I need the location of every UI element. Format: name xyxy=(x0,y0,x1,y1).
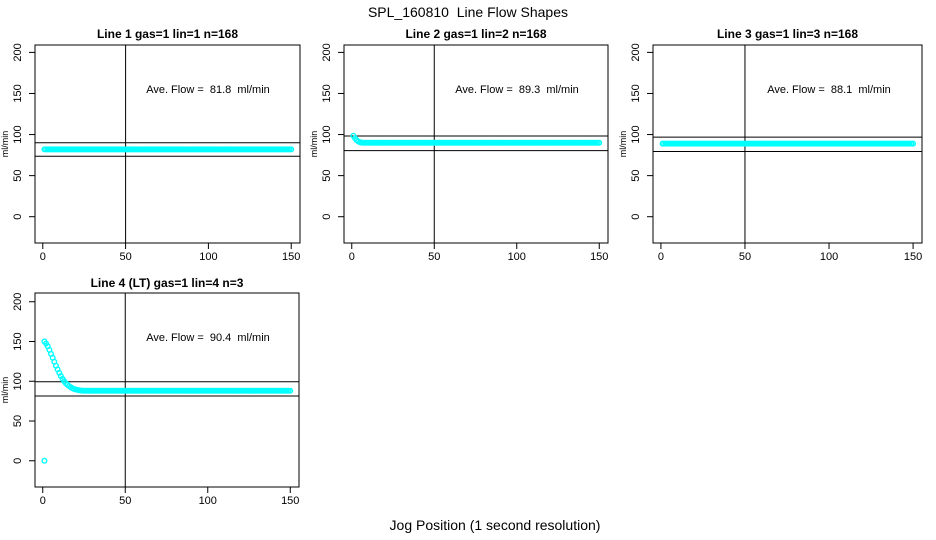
x-tick-label: 150 xyxy=(904,251,922,263)
x-axis-label: Jog Position (1 second resolution) xyxy=(389,517,601,533)
y-tick-label: 50 xyxy=(12,415,24,427)
panel-1-annotation: Ave. Flow = 81.8 ml/min xyxy=(146,84,270,96)
y-tick-label: 100 xyxy=(630,125,642,143)
x-tick-label: 0 xyxy=(658,251,664,263)
y-tick-label: 50 xyxy=(12,170,24,182)
y-tick-label: 150 xyxy=(12,84,24,102)
panel-3-annotation: Ave. Flow = 88.1 ml/min xyxy=(767,84,891,96)
y-tick-label: 200 xyxy=(12,43,24,61)
y-axis-label: ml/min xyxy=(0,377,10,404)
y-tick-label: 200 xyxy=(321,43,333,61)
panel-2-annotation: Ave. Flow = 89.3 ml/min xyxy=(455,84,579,96)
x-tick-label: 50 xyxy=(119,251,131,263)
x-tick-label: 0 xyxy=(40,251,46,263)
panel-3-plot: 0 50 100 150 0 50 100 150 200 ml/min xyxy=(618,43,923,263)
y-tick-label: 100 xyxy=(12,125,24,143)
y-tick-label: 100 xyxy=(321,125,333,143)
x-tick-label: 100 xyxy=(820,251,838,263)
panel-4-annotation: Ave. Flow = 90.4 ml/min xyxy=(146,332,270,344)
x-tick-label: 100 xyxy=(199,251,217,263)
data-point xyxy=(596,139,603,146)
x-tick-label: 100 xyxy=(199,495,217,507)
data-point xyxy=(288,146,295,153)
x-tick-label: 0 xyxy=(40,495,46,507)
y-tick-label: 50 xyxy=(321,170,333,182)
y-axis-label: ml/min xyxy=(0,131,10,158)
x-tick-label: 50 xyxy=(739,251,751,263)
y-tick-label: 200 xyxy=(630,43,642,61)
y-axis-label: ml/min xyxy=(309,131,319,158)
x-tick-label: 100 xyxy=(508,251,526,263)
y-tick-label: 150 xyxy=(12,332,24,350)
panel-2-title: Line 2 gas=1 lin=2 n=168 xyxy=(405,27,547,41)
y-axis-label: ml/min xyxy=(618,131,628,158)
plot-box xyxy=(34,44,301,244)
data-point xyxy=(910,140,917,147)
y-tick-label: 200 xyxy=(12,293,24,311)
panel-3-title: Line 3 gas=1 lin=3 n=168 xyxy=(716,27,859,41)
x-tick-label: 150 xyxy=(590,251,608,263)
y-tick-label: 0 xyxy=(12,214,24,220)
panel-4-plot: 0 50 100 150 0 50 100 150 200 ml/min xyxy=(0,292,300,507)
x-tick-label: 50 xyxy=(119,495,131,507)
panel-4-title: Line 4 (LT) gas=1 lin=4 n=3 xyxy=(90,276,244,290)
figure-title: SPL_160810 Line Flow Shapes xyxy=(367,4,569,20)
panel-2-plot: 0 50 100 150 0 50 100 150 200 ml/min xyxy=(309,43,609,263)
x-tick-label: 150 xyxy=(282,251,300,263)
y-tick-label: 50 xyxy=(630,170,642,182)
y-tick-label: 0 xyxy=(12,458,24,464)
y-tick-label: 100 xyxy=(12,372,24,390)
x-tick-label: 50 xyxy=(428,251,440,263)
y-tick-label: 150 xyxy=(630,84,642,102)
outlier-data-point xyxy=(41,457,48,464)
panel-1-plot: 0 50 100 150 0 50 100 150 200 ml/min xyxy=(0,43,301,263)
x-tick-label: 150 xyxy=(281,495,299,507)
data-point xyxy=(287,387,294,394)
y-tick-label: 0 xyxy=(630,214,642,220)
y-tick-label: 150 xyxy=(321,84,333,102)
panel-1-title: Line 1 gas=1 lin=1 n=168 xyxy=(96,27,239,41)
x-tick-label: 0 xyxy=(349,251,355,263)
y-tick-label: 0 xyxy=(321,214,333,220)
